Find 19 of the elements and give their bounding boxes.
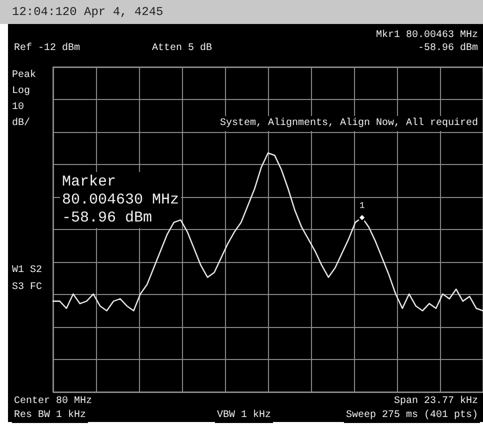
text: 10 xyxy=(12,102,24,113)
text: System, Alignments, Align Now, All required xyxy=(220,117,478,129)
text: dB/ xyxy=(12,117,30,129)
text: S3 FC xyxy=(12,282,42,293)
chart-title: 12:04:120 Apr 4, 4245 xyxy=(12,5,164,19)
text: Center 80 MHz xyxy=(14,396,92,407)
text: Sweep 275 ms (401 pts) xyxy=(346,409,478,421)
text: VBW 1 kHz xyxy=(217,409,272,421)
text: Atten 5 dB xyxy=(152,42,212,54)
annotation: 1 xyxy=(359,201,365,212)
text: -58.96 dBm xyxy=(418,42,478,54)
text: Peak xyxy=(12,69,36,81)
text: Res BW 1 kHz xyxy=(14,409,86,421)
text: W1 S2 xyxy=(12,265,42,276)
text: Log xyxy=(12,86,30,97)
text: Ref -12 dBm xyxy=(14,42,80,54)
annotation: Marker 80.004630 MHz -58.96 dBm xyxy=(62,174,180,226)
text: Mkr1 80.00463 MHz xyxy=(376,29,478,41)
text: Span 23.77 kHz xyxy=(394,395,478,407)
